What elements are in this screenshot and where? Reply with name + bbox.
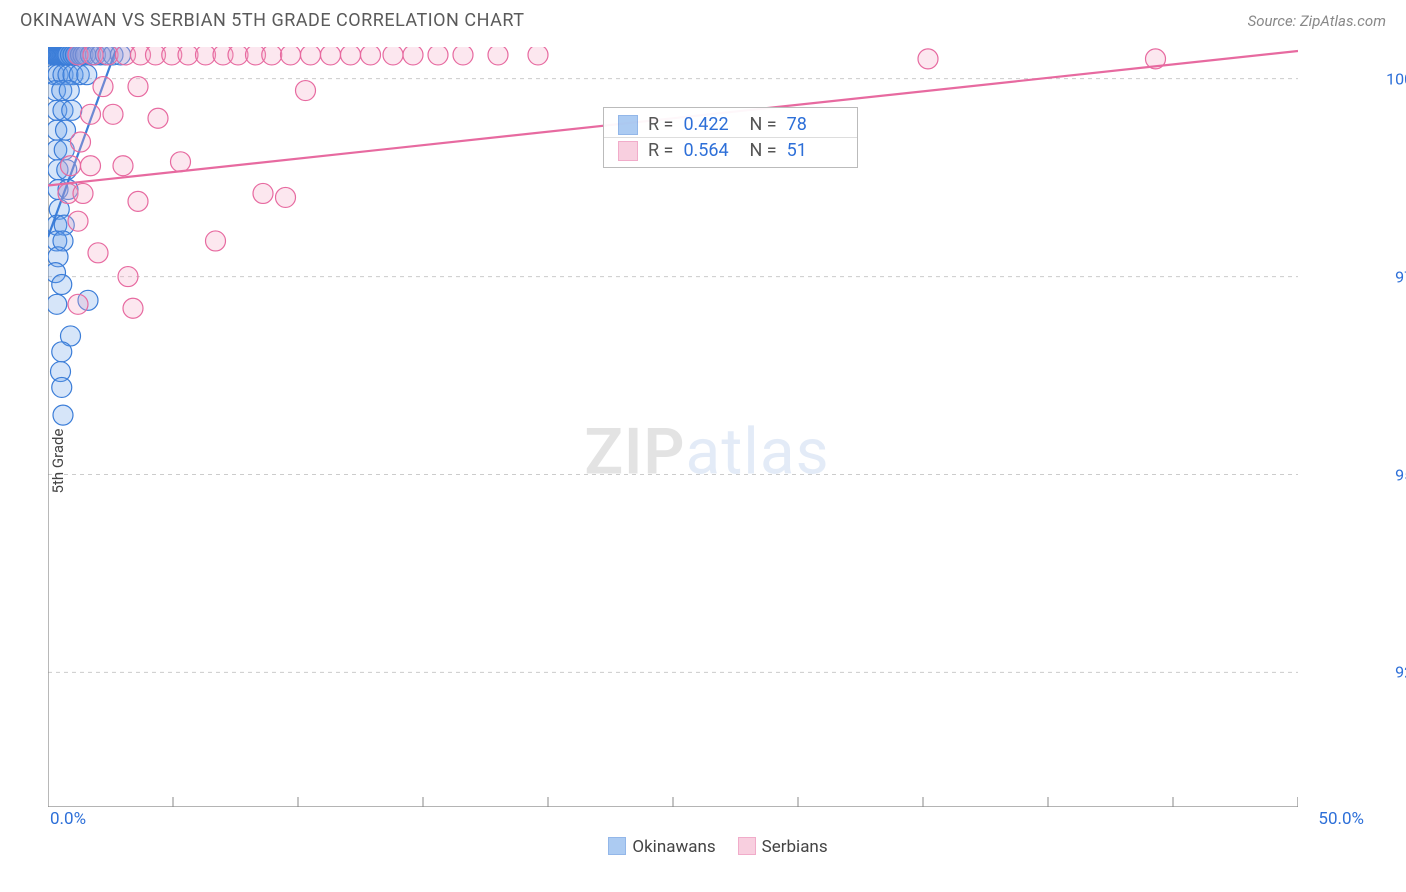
scatter-point-serbians (118, 267, 138, 287)
scatter-point-serbians (128, 77, 148, 97)
scatter-point-serbians (81, 104, 101, 124)
scatter-point-serbians (276, 187, 296, 207)
x-max-label: 50.0% (1318, 809, 1364, 829)
scatter-point-serbians (93, 77, 113, 97)
y-axis-title: 5th Grade (49, 429, 67, 494)
scatter-point-serbians (301, 47, 321, 65)
x-axis-end-labels: 0.0% 50.0% (48, 809, 1366, 829)
scatter-point-serbians (148, 108, 168, 128)
scatter-point-serbians (61, 156, 81, 176)
scatter-point-serbians (103, 104, 123, 124)
y-tick-label: 92.5% (1395, 663, 1406, 682)
scatter-point-okinawans (52, 342, 72, 362)
scatter-point-serbians (528, 47, 548, 65)
y-tick-label: 97.5% (1395, 267, 1406, 286)
scatter-point-serbians (68, 294, 88, 314)
scatter-point-serbians (206, 231, 226, 251)
scatter-point-serbians (171, 152, 191, 172)
scatter-point-okinawans (52, 377, 72, 397)
scatter-point-okinawans (52, 275, 72, 295)
stat-r-value-serbians: 0.564 (683, 140, 739, 161)
legend-label-serbians: Serbians (762, 837, 828, 857)
scatter-point-serbians (296, 81, 316, 101)
y-tick-label: 95.0% (1395, 465, 1406, 484)
scatter-point-serbians (428, 47, 448, 65)
scatter-point-serbians (341, 47, 361, 65)
source-attribution: Source: ZipAtlas.com (1248, 12, 1386, 30)
scatter-point-serbians (383, 47, 403, 65)
scatter-point-serbians (361, 47, 381, 65)
stat-n-value-okinawans: 78 (787, 114, 843, 135)
stat-n-value-serbians: 51 (787, 140, 843, 161)
scatter-point-serbians (123, 298, 143, 318)
stat-r-label: R = (648, 140, 673, 161)
x-min-label: 0.0% (50, 809, 86, 829)
scatter-point-serbians (253, 183, 273, 203)
stats-row-okinawans: R = 0.422 N = 78 (604, 112, 857, 137)
scatter-point-okinawans (48, 294, 67, 314)
scatter-point-serbians (403, 47, 423, 65)
legend-swatch-okinawans (608, 837, 626, 855)
scatter-point-serbians (281, 47, 301, 65)
scatter-point-serbians (88, 243, 108, 263)
stat-n-label: N = (749, 114, 776, 135)
scatter-point-serbians (262, 47, 282, 65)
scatter-point-okinawans (62, 100, 82, 120)
scatter-point-serbians (81, 156, 101, 176)
series-legend: Okinawans Serbians (48, 837, 1366, 857)
scatter-point-serbians (453, 47, 473, 65)
stats-row-serbians: R = 0.564 N = 51 (604, 137, 857, 163)
scatter-point-serbians (71, 132, 91, 152)
stat-n-label: N = (749, 140, 776, 161)
scatter-point-serbians (113, 156, 133, 176)
scatter-point-okinawans (53, 405, 73, 425)
y-tick-label: 100.0% (1386, 69, 1406, 88)
scatter-point-serbians (68, 211, 88, 231)
legend-swatch-okinawans (618, 115, 638, 135)
stats-box: R = 0.422 N = 78 R = 0.564 N = 51 (603, 107, 858, 168)
legend-swatch-serbians (738, 837, 756, 855)
scatter-point-serbians (73, 183, 93, 203)
scatter-point-serbians (488, 47, 508, 65)
legend-label-okinawans: Okinawans (632, 837, 715, 857)
stat-r-label: R = (648, 114, 673, 135)
scatter-point-serbians (128, 191, 148, 211)
scatter-point-serbians (918, 49, 938, 69)
chart-container: 5th Grade ZIPatlas 100.0%97.5%95.0%92.5%… (48, 47, 1366, 857)
stat-r-value-okinawans: 0.422 (683, 114, 739, 135)
chart-title: OKINAWAN VS SERBIAN 5TH GRADE CORRELATIO… (20, 10, 524, 31)
legend-swatch-serbians (618, 141, 638, 161)
scatter-point-okinawans (59, 81, 79, 101)
scatter-point-serbians (321, 47, 341, 65)
